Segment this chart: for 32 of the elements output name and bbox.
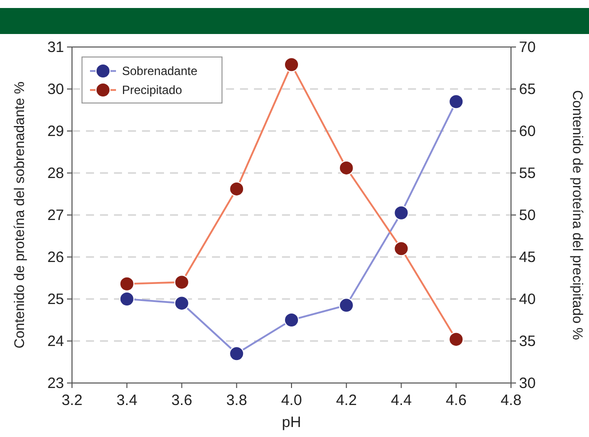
y-axis-title: Contenido de proteína del sobrenadante %: [11, 82, 27, 348]
y-tick-label: 27: [47, 207, 64, 224]
x-tick-label: 4.8: [500, 392, 522, 409]
y2-tick-label: 45: [519, 249, 536, 266]
x-tick-label: 3.2: [62, 392, 82, 409]
y-tick-label: 28: [47, 165, 64, 182]
y2-tick-label: 50: [519, 207, 536, 224]
y2-axis-title: Contenido de proteína del precipitado %: [570, 90, 586, 340]
x-tick-label: 4.4: [390, 392, 412, 409]
y2-tick-label: 40: [519, 291, 536, 308]
y2-tick-label: 65: [519, 81, 536, 98]
y-tick-label: 25: [47, 291, 64, 308]
x-tick-label: 3.8: [226, 392, 248, 409]
x-axis-title: pH: [282, 414, 302, 431]
x-tick-label: 4.2: [336, 392, 357, 409]
y-tick-label: 31: [47, 39, 64, 56]
y2-tick-label: 70: [519, 39, 536, 56]
y2-tick-label: 55: [519, 165, 536, 182]
y2-tick-label: 30: [519, 375, 536, 392]
legend-label: Sobrenadante: [122, 64, 198, 78]
y2-tick-label: 60: [519, 123, 536, 140]
y-tick-label: 29: [47, 123, 64, 140]
y2-tick-label: 35: [519, 333, 536, 350]
y-tick-label: 24: [47, 333, 64, 350]
x-tick-label: 3.4: [116, 392, 138, 409]
x-tick-label: 4.0: [281, 392, 302, 409]
legend-label: Precipitado: [122, 83, 182, 97]
y-tick-label: 23: [47, 375, 64, 392]
y-tick-label: 30: [47, 81, 64, 98]
y-tick-label: 26: [47, 249, 64, 266]
x-tick-label: 4.6: [446, 392, 467, 409]
x-tick-label: 3.6: [171, 392, 192, 409]
